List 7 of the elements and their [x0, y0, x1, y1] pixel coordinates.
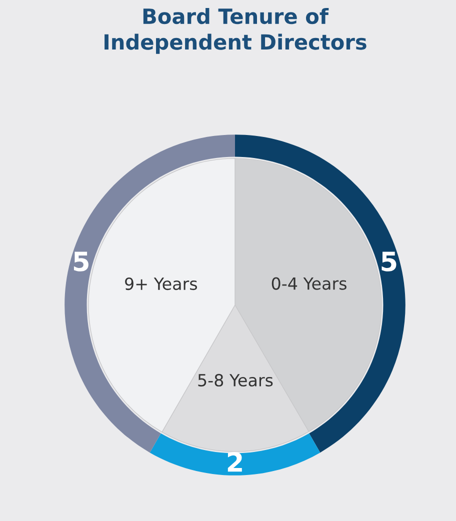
data-label: 5: [382, 252, 396, 272]
data-label: 2: [228, 452, 242, 472]
chart-title: Board Tenure of Independent Directors: [104, 8, 366, 54]
slice-label: 0-4 Years: [272, 277, 346, 290]
data-label: 5: [74, 252, 88, 272]
slice-label: 9+ Years: [125, 277, 198, 290]
slice-label: 5-8 Years: [198, 374, 273, 387]
